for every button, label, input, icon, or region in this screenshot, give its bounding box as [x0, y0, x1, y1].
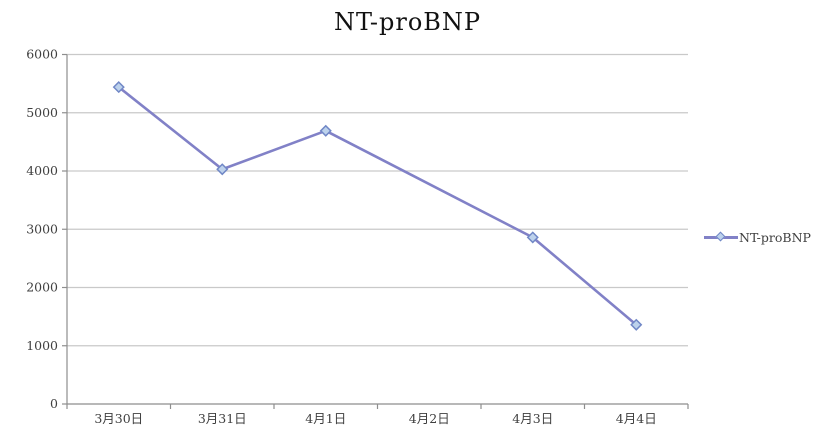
- data-point-marker: [526, 231, 539, 244]
- x-tick-label: 4月4日: [616, 411, 657, 426]
- y-tick-label: 6000: [26, 47, 58, 62]
- legend: NT-proBNP: [704, 229, 811, 245]
- series-line: [117, 86, 638, 326]
- y-tick-label: 2000: [26, 280, 58, 295]
- data-point-marker: [112, 81, 125, 94]
- y-tick-label: 0: [50, 396, 58, 411]
- chart-title: NT-proBNP: [333, 8, 482, 36]
- data-point-marker: [630, 318, 643, 331]
- y-tick-label: 1000: [26, 338, 58, 353]
- y-tick-label: 4000: [26, 163, 58, 178]
- legend-diamond-icon: [715, 231, 726, 242]
- x-tick-label: 3月31日: [198, 411, 247, 426]
- data-point-marker: [319, 124, 332, 137]
- x-tick-label: 4月2日: [409, 411, 450, 426]
- x-tick-label: 3月30日: [94, 411, 143, 426]
- y-tick-label: 5000: [26, 105, 58, 120]
- y-tick-label: 3000: [26, 221, 58, 236]
- x-tick-label: 4月1日: [305, 411, 346, 426]
- legend-line-marker-icon: [704, 229, 738, 245]
- data-point-marker: [216, 163, 229, 176]
- x-tick-label: 4月3日: [512, 411, 553, 426]
- legend-label: NT-proBNP: [739, 229, 811, 245]
